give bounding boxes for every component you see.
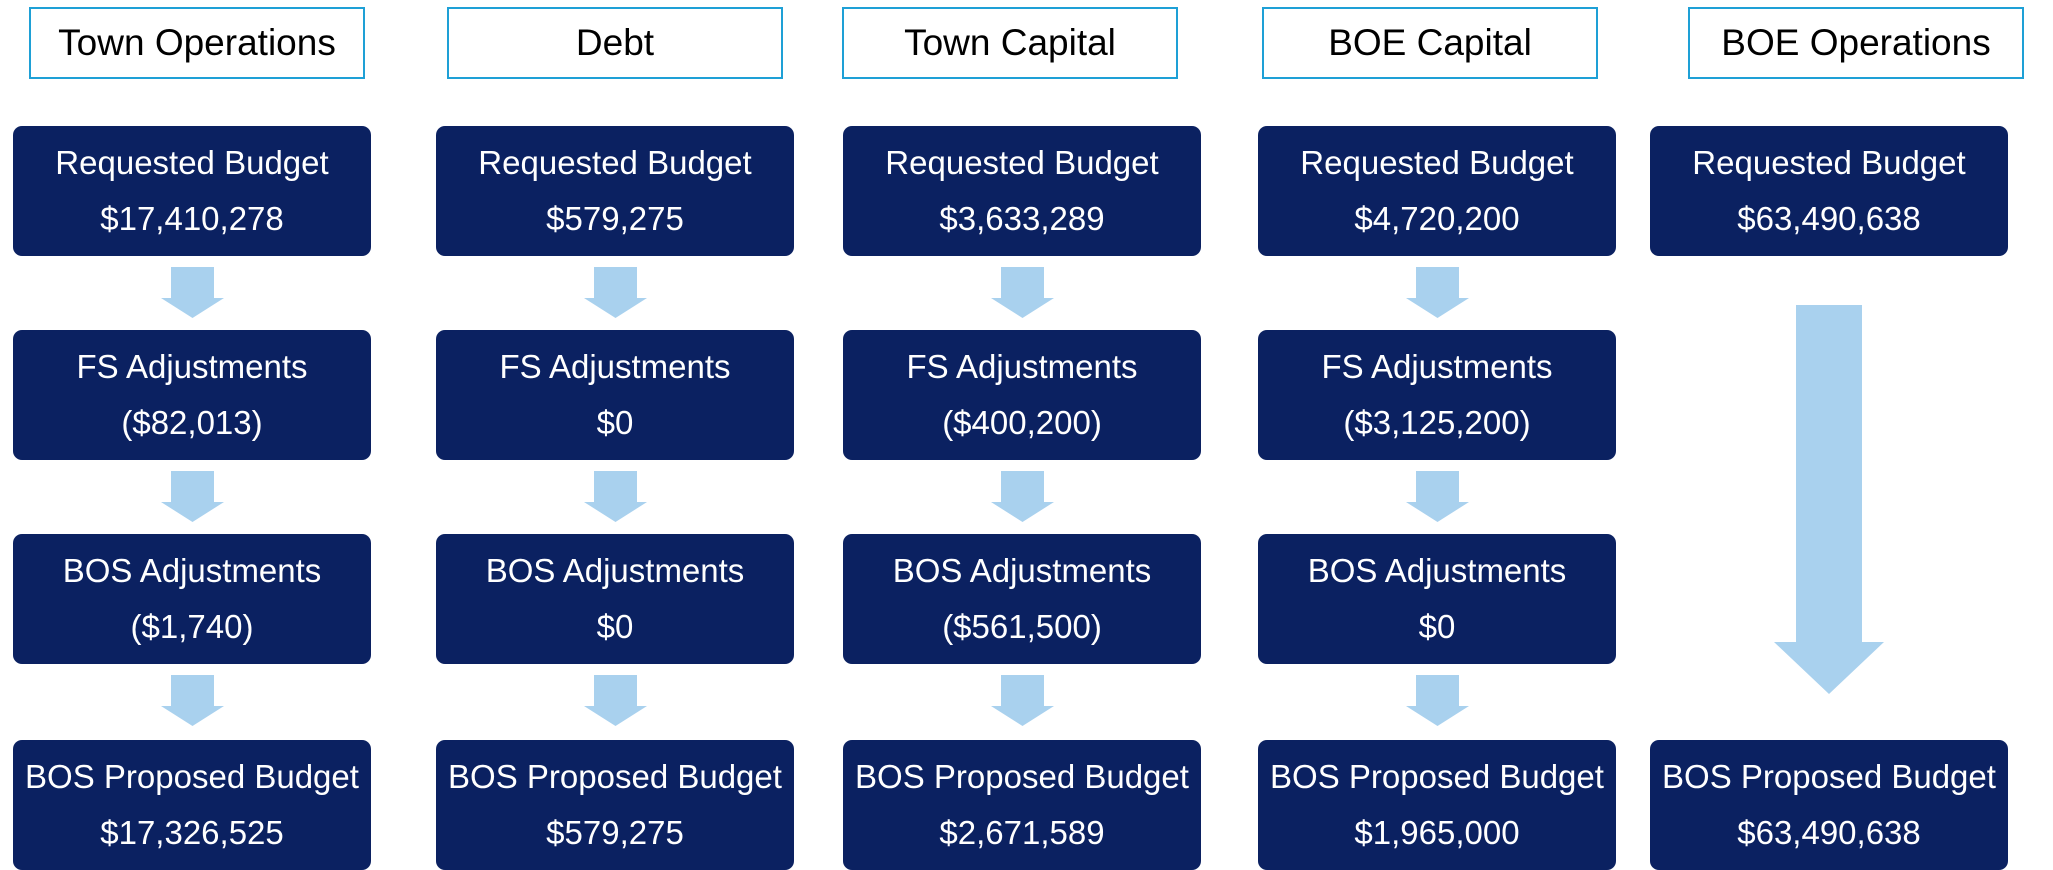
step-amount: $17,410,278 <box>100 200 284 237</box>
step-label: BOS Proposed Budget <box>448 758 782 795</box>
arrow-shape <box>160 471 224 522</box>
step-amount: $0 <box>596 608 634 645</box>
arrow-shape <box>1774 305 1884 694</box>
step-amount: ($400,200) <box>942 404 1102 441</box>
step-amount: $0 <box>596 404 634 441</box>
arrow <box>990 675 1054 726</box>
step-label: BOS Proposed Budget <box>855 758 1189 795</box>
step-amount: ($561,500) <box>942 608 1102 645</box>
budget-box: BOS Proposed Budget $17,326,525 <box>13 740 371 870</box>
step-label: FS Adjustments <box>1321 348 1553 385</box>
column-title: Town Capital <box>842 7 1178 79</box>
step-label: Requested Budget <box>1692 144 1966 181</box>
budget-box: BOS Proposed Budget $2,671,589 <box>843 740 1201 870</box>
step-amount: $0 <box>1418 608 1456 645</box>
arrow-shape <box>990 471 1054 522</box>
column-title: Town Operations <box>29 7 365 79</box>
step-amount: $3,633,289 <box>939 200 1105 237</box>
budget-box: Requested Budget $17,410,278 <box>13 126 371 256</box>
step-amount: ($1,740) <box>130 608 254 645</box>
arrow <box>583 471 647 522</box>
step-label: Requested Budget <box>55 144 329 181</box>
step-amount: ($3,125,200) <box>1343 404 1531 441</box>
arrow-shape <box>583 267 647 318</box>
step-label: FS Adjustments <box>906 348 1138 385</box>
budget-box: BOS Proposed Budget $1,965,000 <box>1258 740 1616 870</box>
step-label: BOS Adjustments <box>892 552 1152 589</box>
budget-box: BOS Adjustments ($561,500) <box>843 534 1201 664</box>
arrow-shape <box>1405 675 1469 726</box>
step-label: Requested Budget <box>885 144 1159 181</box>
arrow <box>160 471 224 522</box>
step-amount: $1,965,000 <box>1354 814 1520 851</box>
arrow <box>1405 675 1469 726</box>
column-title: Debt <box>447 7 783 79</box>
arrow-shape <box>160 675 224 726</box>
arrow-shape <box>1405 471 1469 522</box>
step-label: BOS Adjustments <box>1307 552 1567 589</box>
step-label: BOS Proposed Budget <box>1662 758 1996 795</box>
budget-box: FS Adjustments $0 <box>436 330 794 460</box>
step-label: FS Adjustments <box>76 348 308 385</box>
step-amount: $2,671,589 <box>939 814 1105 851</box>
budget-box: BOS Adjustments ($1,740) <box>13 534 371 664</box>
arrow <box>160 675 224 726</box>
step-label: BOS Adjustments <box>485 552 745 589</box>
arrow <box>990 267 1054 318</box>
step-amount: $579,275 <box>546 200 684 237</box>
step-label: FS Adjustments <box>499 348 731 385</box>
arrow <box>583 267 647 318</box>
budget-box: Requested Budget $4,720,200 <box>1258 126 1616 256</box>
arrow-shape <box>990 267 1054 318</box>
step-amount: $4,720,200 <box>1354 200 1520 237</box>
budget-box: Requested Budget $579,275 <box>436 126 794 256</box>
step-label: Requested Budget <box>1300 144 1574 181</box>
arrow <box>583 675 647 726</box>
step-label: BOS Proposed Budget <box>1270 758 1604 795</box>
step-amount: $17,326,525 <box>100 814 284 851</box>
column-title: BOE Operations <box>1688 7 2024 79</box>
column-title: BOE Capital <box>1262 7 1598 79</box>
budget-box: FS Adjustments ($3,125,200) <box>1258 330 1616 460</box>
budget-box: BOS Proposed Budget $579,275 <box>436 740 794 870</box>
budget-box: FS Adjustments ($82,013) <box>13 330 371 460</box>
arrow-shape <box>583 675 647 726</box>
budget-box: BOS Adjustments $0 <box>436 534 794 664</box>
budget-box: Requested Budget $63,490,638 <box>1650 126 2008 256</box>
budget-box: Requested Budget $3,633,289 <box>843 126 1201 256</box>
arrow <box>990 471 1054 522</box>
arrow-shape <box>583 471 647 522</box>
arrow <box>1405 267 1469 318</box>
arrow <box>160 267 224 318</box>
arrow <box>1405 471 1469 522</box>
budget-box: FS Adjustments ($400,200) <box>843 330 1201 460</box>
arrow-shape <box>1405 267 1469 318</box>
arrow <box>1774 305 1884 694</box>
step-label: BOS Proposed Budget <box>25 758 359 795</box>
budget-box: BOS Adjustments $0 <box>1258 534 1616 664</box>
budget-box: BOS Proposed Budget $63,490,638 <box>1650 740 2008 870</box>
arrow-shape <box>160 267 224 318</box>
step-amount: $63,490,638 <box>1737 814 1921 851</box>
step-label: BOS Adjustments <box>62 552 322 589</box>
step-amount: ($82,013) <box>121 404 263 441</box>
step-amount: $579,275 <box>546 814 684 851</box>
step-label: Requested Budget <box>478 144 752 181</box>
arrow-shape <box>990 675 1054 726</box>
step-amount: $63,490,638 <box>1737 200 1921 237</box>
